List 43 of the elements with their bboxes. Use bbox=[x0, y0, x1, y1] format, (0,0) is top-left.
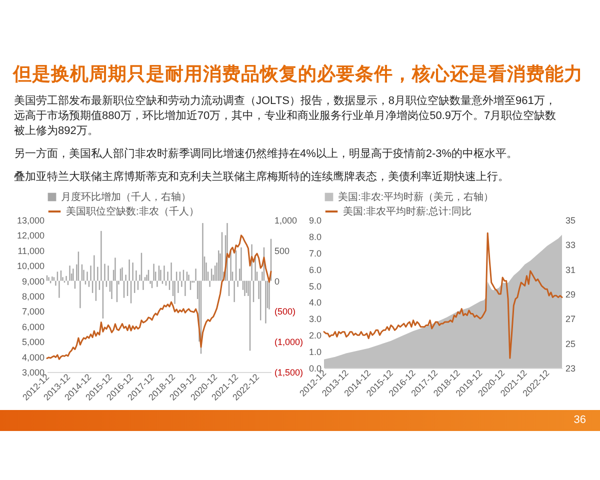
y2-tick-label: (1,500) bbox=[274, 368, 304, 378]
y2-tick-label: 25 bbox=[566, 338, 576, 349]
y2-tick-label: 23 bbox=[566, 364, 576, 374]
y2-tick-label: 1,000 bbox=[274, 216, 298, 226]
y2-tick-label: 35 bbox=[566, 216, 576, 226]
line-series bbox=[46, 234, 272, 360]
footer-band: 36 bbox=[0, 410, 600, 431]
y-tick-label: 12,000 bbox=[16, 230, 44, 241]
legend-label: 月度环比增加（千人，右轴） bbox=[61, 191, 191, 203]
y-tick-label: 10,000 bbox=[16, 261, 44, 272]
legend-label: 美国职位空缺数:非农（千人） bbox=[66, 206, 199, 218]
text: 另一方面，美国私人部门非农时薪季调同比增速仍然维持在4%以上，明显高于疫情前2-3%的中枢水平。 bbox=[14, 147, 519, 162]
y-tick-label: 5,000 bbox=[22, 337, 44, 348]
y2-tick-label: (500) bbox=[274, 306, 296, 317]
y-tick-label: 7,000 bbox=[22, 306, 44, 317]
y2-tick-label: 27 bbox=[566, 314, 576, 324]
y-tick-label: 11,000 bbox=[18, 246, 44, 256]
text: 美国劳工部发布最新职位空缺和劳动力流动调查（JOLTS）报告，数据显示，8月职位空缺数量意外增至961万，远高于市场预期值880万，环比增加近70万，其中，专业和商业服务行业单月净增岗位50.9万个。7月职位空缺数被上修为892万。 bbox=[14, 94, 558, 139]
y-tick-label: 6,000 bbox=[22, 322, 44, 332]
y2-tick-label: 33 bbox=[566, 240, 576, 250]
y-tick-label: 1.0 bbox=[308, 347, 322, 358]
y-tick-label: 7.0 bbox=[308, 248, 322, 258]
y-tick-label: 3.0 bbox=[308, 314, 322, 324]
y-tick-label: 4.0 bbox=[308, 298, 322, 308]
y-tick-label: 8.0 bbox=[308, 232, 322, 242]
y-tick-label: 0.0 bbox=[308, 364, 322, 374]
y-tick-label: 9,000 bbox=[22, 276, 44, 286]
y-tick-label: 5.0 bbox=[308, 281, 322, 292]
legend-label: 美国:非农:平均时薪（美元，右轴） bbox=[338, 191, 494, 203]
y2-tick-label: (1,000) bbox=[274, 337, 304, 348]
y2-tick-label: 500 bbox=[274, 246, 290, 256]
y2-tick-label: 0 bbox=[274, 276, 280, 286]
y-tick-label: 6.0 bbox=[308, 264, 322, 275]
y-tick-label: 2.0 bbox=[308, 330, 322, 341]
y-tick-label: 8,000 bbox=[22, 292, 44, 302]
y-tick-label: 4,000 bbox=[22, 352, 44, 362]
y-tick-label: 13,000 bbox=[16, 216, 44, 226]
y2-tick-label: 29 bbox=[566, 290, 576, 300]
text: 叠加亚特兰大联储主席博斯蒂克和克利夫兰联储主席梅斯特的连续鹰牌表态，美债利率近期快速上行。 bbox=[14, 170, 510, 185]
text: 但是换机周期只是耐用消费品恢复的必要条件，核心还是看消费能力 bbox=[13, 62, 583, 86]
y2-tick-label: 31 bbox=[566, 264, 576, 275]
y-tick-label: 9.0 bbox=[308, 216, 322, 226]
legend-label: 美国:非农平均时薪:总计:同比 bbox=[343, 206, 472, 218]
